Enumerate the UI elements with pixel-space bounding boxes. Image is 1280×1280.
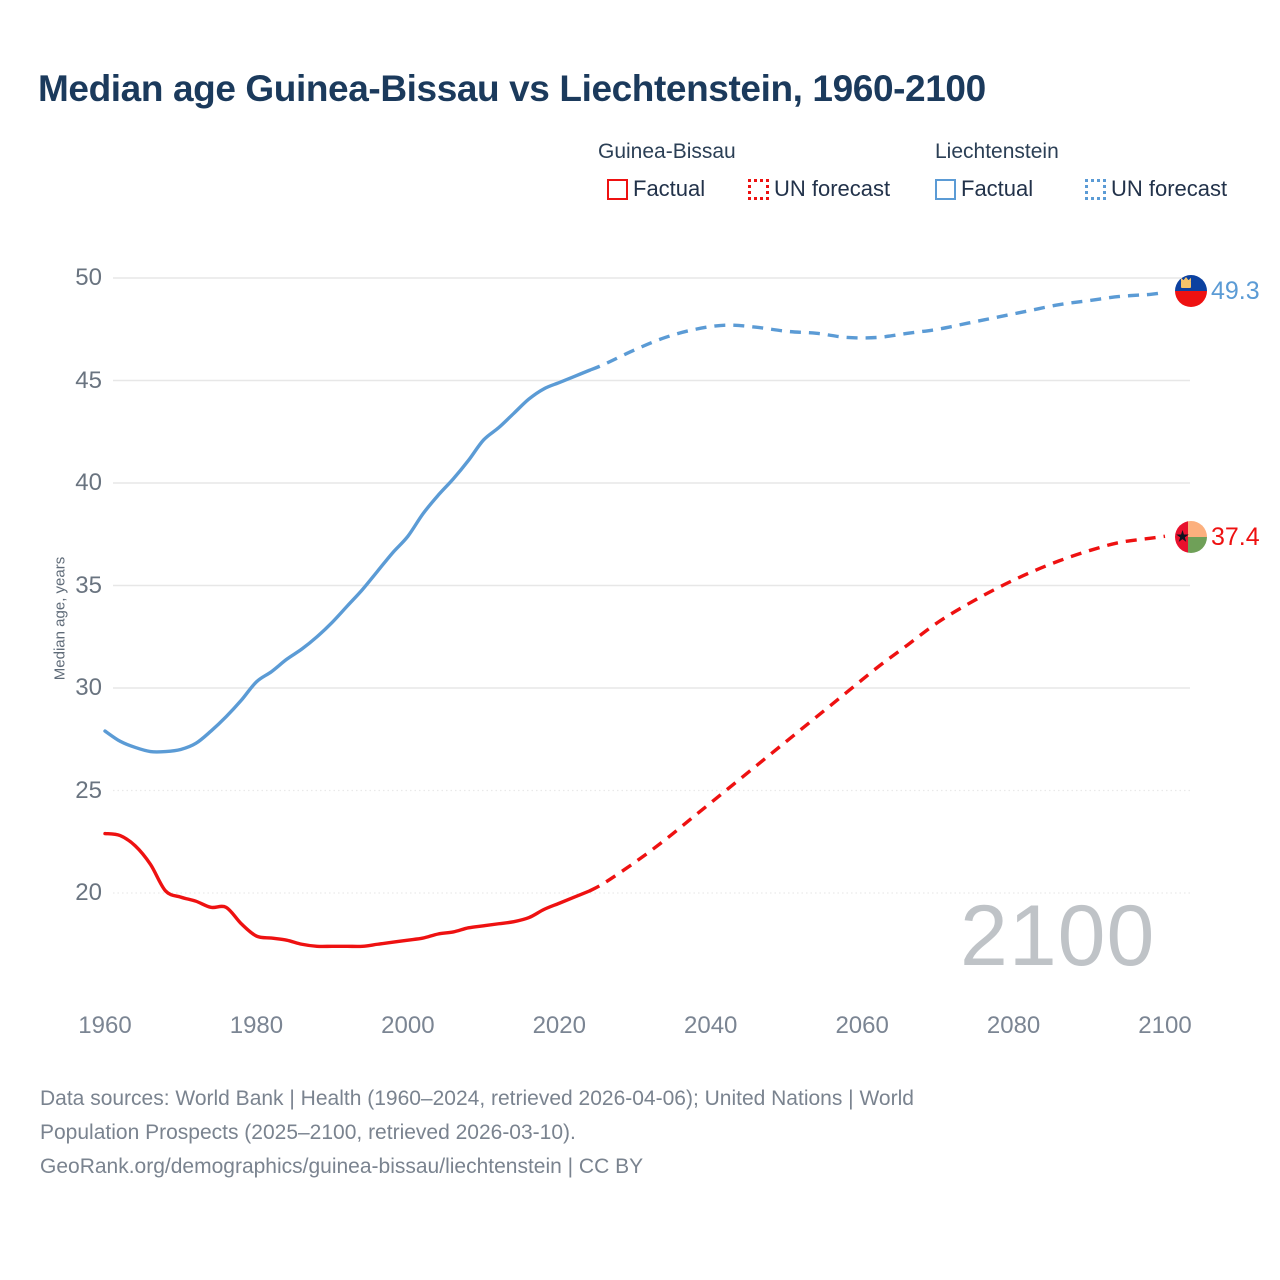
legend-group-title-guinea-bissau: Guinea-Bissau xyxy=(598,140,736,163)
guinea-bissau-flag-icon xyxy=(1175,521,1207,553)
dotted-square-swatch-icon xyxy=(1085,178,1106,200)
page-title: Median age Guinea-Bissau vs Liechtenstei… xyxy=(38,68,986,109)
legend-group-titles: Guinea-Bissau Liechtenstein xyxy=(598,140,1258,170)
endpoint-marker-liechtenstein: 49.3 xyxy=(1175,275,1260,307)
liechtenstein-flag-icon xyxy=(1175,275,1207,307)
legend-item-liechtenstein-forecast[interactable]: UN forecast xyxy=(1085,176,1227,202)
legend-item-label: UN forecast xyxy=(1111,176,1228,201)
footer-line-2: Population Prospects (2025–2100, retriev… xyxy=(40,1121,576,1144)
footer-credits: Data sources: World Bank | Health (1960–… xyxy=(40,1082,1210,1184)
footer-line-3[interactable]: GeoRank.org/demographics/guinea-bissau/l… xyxy=(40,1155,644,1178)
x-axis-tick-label: 1960 xyxy=(78,1012,132,1039)
legend-item-liechtenstein-factual[interactable]: Factual xyxy=(935,176,1033,202)
y-axis-tick-label: 45 xyxy=(75,366,102,394)
legend-item-guinea-bissau-factual[interactable]: Factual xyxy=(607,176,705,202)
y-axis-tick-label: 25 xyxy=(75,776,102,804)
legend-item-label: UN forecast xyxy=(774,176,891,201)
x-axis-tick-label: 2020 xyxy=(532,1012,586,1039)
legend-group-title-liechtenstein: Liechtenstein xyxy=(935,140,1059,163)
x-axis-tick-label: 2000 xyxy=(381,1012,435,1039)
y-axis-tick-label: 40 xyxy=(75,469,102,496)
year-watermark: 2100 xyxy=(960,888,1156,984)
endpoint-marker-guinea-bissau: 37.4 xyxy=(1175,521,1260,553)
x-axis-tick-label: 1980 xyxy=(229,1012,284,1039)
legend-items: Factual UN forecast Factual UN forecast xyxy=(598,176,1258,210)
endpoint-value-guinea-bissau: 37.4 xyxy=(1211,522,1260,551)
footer-line-1: Data sources: World Bank | Health (1960–… xyxy=(40,1087,914,1110)
x-axis-tick-label: 2040 xyxy=(684,1012,738,1039)
solid-square-swatch-icon xyxy=(607,178,628,200)
solid-square-swatch-icon xyxy=(935,178,956,200)
legend-item-label: Factual xyxy=(633,176,706,201)
endpoint-value-liechtenstein: 49.3 xyxy=(1211,276,1260,305)
y-axis-tick-label: 50 xyxy=(75,264,102,291)
chart-legend: Guinea-Bissau Liechtenstein Factual UN f… xyxy=(598,140,1258,210)
x-axis-tick-label: 2080 xyxy=(986,1012,1041,1039)
y-axis-tick-label: 35 xyxy=(75,571,102,599)
y-axis-tick-label: 30 xyxy=(75,674,102,701)
y-axis-tick-label: 20 xyxy=(75,879,102,906)
legend-item-guinea-bissau-forecast[interactable]: UN forecast xyxy=(748,176,890,202)
legend-item-label: Factual xyxy=(961,176,1034,201)
x-axis-tick-label: 2060 xyxy=(835,1012,889,1039)
dotted-square-swatch-icon xyxy=(748,178,769,200)
x-axis-tick-label: 2100 xyxy=(1138,1012,1192,1039)
